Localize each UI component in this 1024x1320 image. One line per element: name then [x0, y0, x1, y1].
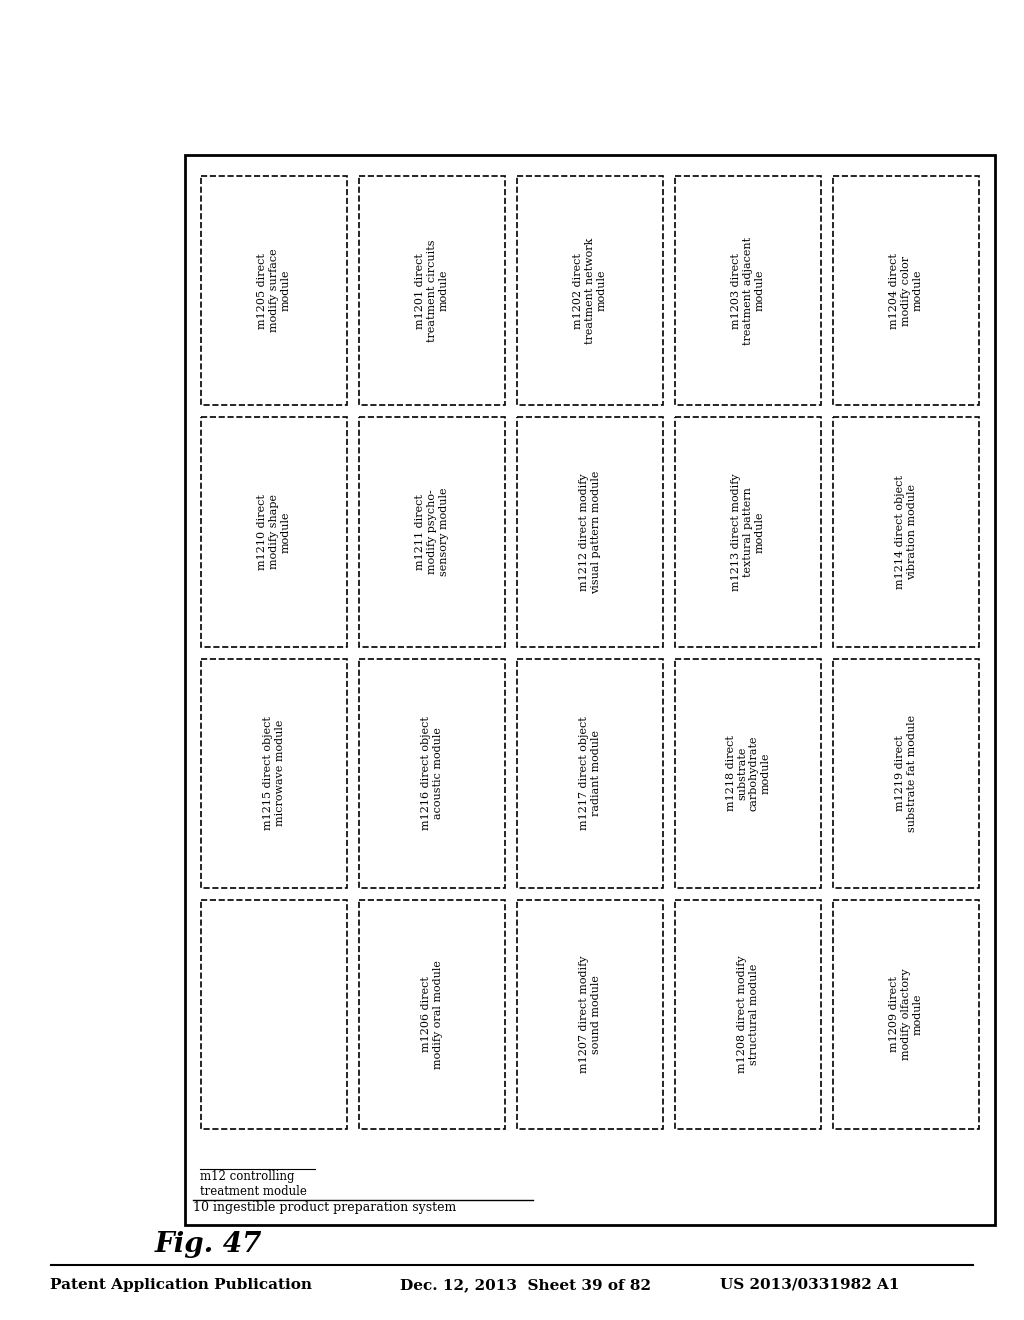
Text: m1209 direct
modify olfactory
module: m1209 direct modify olfactory module	[890, 969, 923, 1060]
FancyBboxPatch shape	[185, 154, 995, 1225]
Text: m1215 direct object
microwave module: m1215 direct object microwave module	[263, 717, 285, 830]
Text: m1203 direct
treatment adjacent
module: m1203 direct treatment adjacent module	[731, 236, 765, 345]
FancyBboxPatch shape	[517, 659, 663, 888]
FancyBboxPatch shape	[675, 417, 821, 647]
Text: 10 ingestible product preparation system: 10 ingestible product preparation system	[193, 1200, 457, 1213]
FancyBboxPatch shape	[675, 900, 821, 1129]
Text: m1219 direct
substrate fat module: m1219 direct substrate fat module	[895, 714, 916, 832]
FancyBboxPatch shape	[833, 176, 979, 405]
Text: US 2013/0331982 A1: US 2013/0331982 A1	[720, 1278, 899, 1292]
Text: m12 controlling
treatment module: m12 controlling treatment module	[200, 1170, 307, 1199]
FancyBboxPatch shape	[359, 417, 505, 647]
Text: m1210 direct
modify shape
module: m1210 direct modify shape module	[257, 494, 291, 570]
Text: m1214 direct object
vibration module: m1214 direct object vibration module	[895, 475, 916, 589]
FancyBboxPatch shape	[517, 900, 663, 1129]
Text: m1208 direct modify
structural module: m1208 direct modify structural module	[737, 956, 759, 1073]
Text: m1204 direct
modify color
module: m1204 direct modify color module	[890, 252, 923, 329]
Text: m1206 direct
modify oral module: m1206 direct modify oral module	[421, 960, 442, 1069]
FancyBboxPatch shape	[201, 659, 347, 888]
FancyBboxPatch shape	[201, 900, 347, 1129]
FancyBboxPatch shape	[517, 176, 663, 405]
Text: m1205 direct
modify surface
module: m1205 direct modify surface module	[257, 248, 291, 333]
FancyBboxPatch shape	[675, 176, 821, 405]
FancyBboxPatch shape	[201, 176, 347, 405]
FancyBboxPatch shape	[517, 417, 663, 647]
Text: m1201 direct
treatment circuits
module: m1201 direct treatment circuits module	[416, 239, 449, 342]
Text: Dec. 12, 2013  Sheet 39 of 82: Dec. 12, 2013 Sheet 39 of 82	[400, 1278, 651, 1292]
Text: m1217 direct object
radiant module: m1217 direct object radiant module	[580, 717, 601, 830]
Text: m1207 direct modify
sound module: m1207 direct modify sound module	[580, 956, 601, 1073]
FancyBboxPatch shape	[833, 417, 979, 647]
FancyBboxPatch shape	[359, 176, 505, 405]
Text: m1202 direct
treatment network
module: m1202 direct treatment network module	[573, 238, 606, 343]
FancyBboxPatch shape	[833, 900, 979, 1129]
Text: m1216 direct object
acoustic module: m1216 direct object acoustic module	[421, 717, 442, 830]
Text: m1213 direct modify
textural pattern
module: m1213 direct modify textural pattern mod…	[731, 473, 765, 590]
FancyBboxPatch shape	[833, 659, 979, 888]
FancyBboxPatch shape	[359, 659, 505, 888]
FancyBboxPatch shape	[201, 417, 347, 647]
Text: Fig. 47: Fig. 47	[155, 1232, 262, 1258]
FancyBboxPatch shape	[675, 659, 821, 888]
FancyBboxPatch shape	[359, 900, 505, 1129]
Text: Patent Application Publication: Patent Application Publication	[50, 1278, 312, 1292]
Text: m1211 direct
modify psycho-
sensory module: m1211 direct modify psycho- sensory modu…	[416, 487, 449, 576]
Text: m1218 direct
substrate
carbohydrate
module: m1218 direct substrate carbohydrate modu…	[726, 735, 770, 810]
Text: m1212 direct modify
visual pattern module: m1212 direct modify visual pattern modul…	[580, 470, 601, 594]
